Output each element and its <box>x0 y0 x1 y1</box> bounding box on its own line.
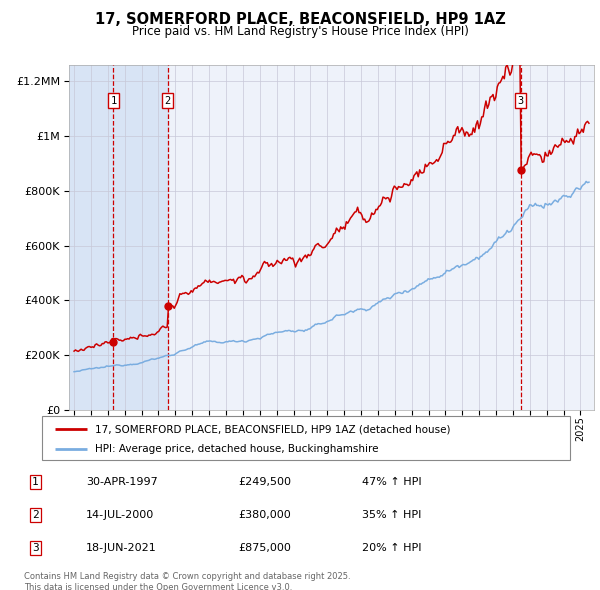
Text: HPI: Average price, detached house, Buckinghamshire: HPI: Average price, detached house, Buck… <box>95 444 379 454</box>
Text: 3: 3 <box>32 543 38 553</box>
Text: 30-APR-1997: 30-APR-1997 <box>86 477 158 487</box>
Text: £875,000: £875,000 <box>238 543 291 553</box>
Bar <box>69 65 167 410</box>
Text: £380,000: £380,000 <box>238 510 291 520</box>
Text: Price paid vs. HM Land Registry's House Price Index (HPI): Price paid vs. HM Land Registry's House … <box>131 25 469 38</box>
Text: 47% ↑ HPI: 47% ↑ HPI <box>362 477 422 487</box>
Text: 17, SOMERFORD PLACE, BEACONSFIELD, HP9 1AZ (detached house): 17, SOMERFORD PLACE, BEACONSFIELD, HP9 1… <box>95 424 450 434</box>
Text: 1: 1 <box>32 477 38 487</box>
Text: 14-JUL-2000: 14-JUL-2000 <box>86 510 154 520</box>
Text: 35% ↑ HPI: 35% ↑ HPI <box>362 510 422 520</box>
Text: 2: 2 <box>164 96 171 106</box>
Text: 2: 2 <box>32 510 38 520</box>
Text: 20% ↑ HPI: 20% ↑ HPI <box>362 543 422 553</box>
Text: 18-JUN-2021: 18-JUN-2021 <box>86 543 157 553</box>
Text: 3: 3 <box>518 96 524 106</box>
Text: 17, SOMERFORD PLACE, BEACONSFIELD, HP9 1AZ: 17, SOMERFORD PLACE, BEACONSFIELD, HP9 1… <box>95 12 505 27</box>
Text: Contains HM Land Registry data © Crown copyright and database right 2025.
This d: Contains HM Land Registry data © Crown c… <box>24 572 350 590</box>
Text: £249,500: £249,500 <box>238 477 292 487</box>
Text: 1: 1 <box>110 96 116 106</box>
